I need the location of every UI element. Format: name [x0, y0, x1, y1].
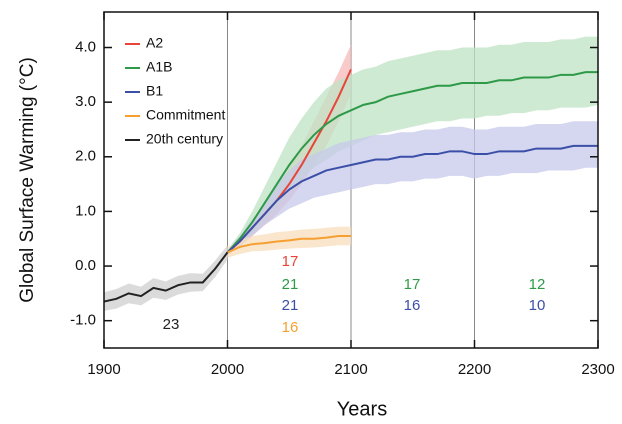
series-line [103, 251, 229, 303]
legend-label: B1 [146, 83, 163, 99]
y-tick-label: 4.0 [75, 38, 96, 55]
y-tick-label: 1.0 [75, 202, 96, 219]
uncertainty-band [227, 226, 351, 258]
uncertainty-band [227, 121, 598, 256]
x-tick-label: 1900 [87, 361, 120, 378]
y-tick-label: 0.0 [75, 257, 96, 274]
y-tick-label: -1.0 [70, 312, 96, 329]
x-tick-label: 2200 [458, 361, 491, 378]
annotation: 16 [282, 319, 299, 336]
legend-label: A2 [146, 35, 163, 51]
y-tick-label: 2.0 [75, 148, 96, 165]
legend-label: A1B [146, 59, 172, 75]
annotation: 23 [163, 316, 180, 333]
y-axis-title: Global Surface Warming (°C) [17, 57, 38, 303]
annotation: 16 [404, 297, 421, 314]
uncertainty-band [227, 36, 598, 256]
legend-label: Commitment [146, 107, 225, 123]
x-tick-label: 2000 [211, 361, 244, 378]
annotation: 21 [282, 276, 299, 293]
x-axis-title: Years [337, 398, 387, 420]
series-line [226, 144, 598, 254]
series-line [226, 71, 598, 254]
x-tick-label: 2300 [581, 361, 614, 378]
annotation: 10 [529, 297, 546, 314]
annotation: 21 [282, 297, 299, 314]
series-line [227, 235, 351, 254]
annotation: 17 [282, 253, 299, 270]
y-tick-label: 3.0 [75, 93, 96, 110]
uncertainty-band [104, 245, 228, 311]
x-tick-label: 2100 [334, 361, 367, 378]
annotation: 12 [529, 276, 546, 293]
annotation: 17 [404, 276, 421, 293]
legend-label: 20th century [146, 131, 223, 147]
